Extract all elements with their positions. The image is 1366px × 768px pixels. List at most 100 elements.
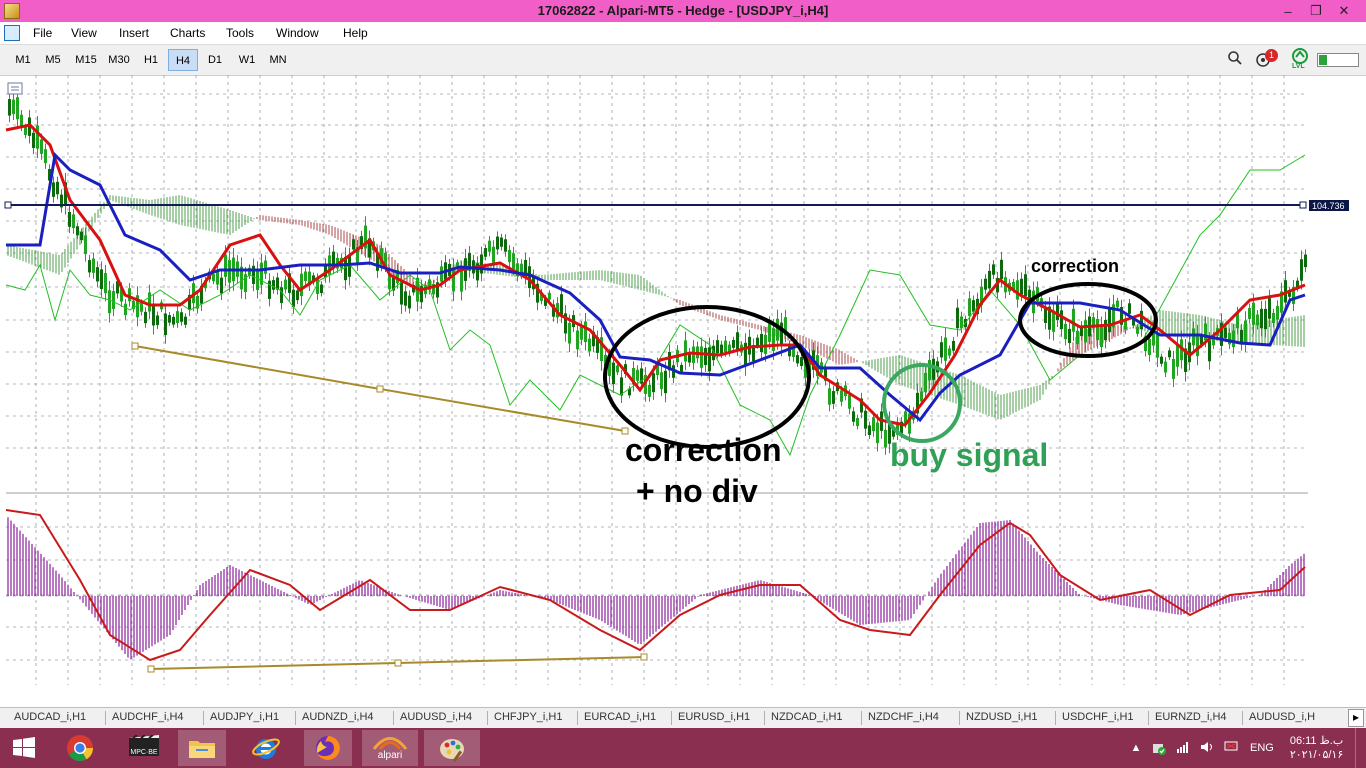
menu-help[interactable]: Help [343, 26, 368, 40]
timeframe-w1[interactable]: W1 [238, 54, 256, 66]
candle-body [580, 326, 583, 340]
timeframe-m30[interactable]: M30 [108, 54, 130, 66]
candle-body [504, 239, 507, 252]
candle-body [988, 270, 991, 289]
candle-body [516, 263, 519, 277]
candle-body [768, 323, 771, 342]
timeframe-h4[interactable]: H4 [168, 49, 198, 71]
candle-body [916, 392, 919, 414]
candle-body [108, 290, 111, 314]
candle-body [496, 236, 499, 250]
symbol-tab[interactable]: AUDNZD_i,H4 [302, 711, 374, 723]
candle-body [600, 337, 603, 361]
timeframe-m5[interactable]: M5 [45, 54, 61, 66]
timeframe-d1[interactable]: D1 [207, 54, 223, 66]
symbol-tab[interactable]: CHFJPY_i,H1 [494, 711, 563, 723]
symbol-tab[interactable]: AUDUSD_i,H4 [400, 711, 473, 723]
app-icon[interactable] [4, 3, 20, 19]
symbol-tab[interactable]: NZDUSD_i,H1 [966, 711, 1038, 723]
close-button[interactable]: ✕ [1338, 3, 1350, 18]
candle-body [104, 273, 107, 294]
candle-body [8, 99, 11, 116]
candle-body [1172, 358, 1175, 379]
show-hidden-icons-icon[interactable]: ▲ [1130, 742, 1142, 754]
candle-body [500, 237, 503, 247]
menu-file[interactable]: File [33, 26, 53, 40]
candle-body [1244, 320, 1247, 344]
kijun-sen-line [6, 151, 1306, 423]
candle-body [1056, 302, 1059, 320]
candle-body [928, 360, 931, 381]
timeframe-m15[interactable]: M15 [75, 54, 97, 66]
candle-body [76, 226, 79, 236]
candle-body [140, 302, 143, 312]
minimize-button[interactable]: – [1284, 3, 1292, 19]
price-chart[interactable]: 104.736 correction correction + no div b… [0, 75, 1366, 707]
candle-body [276, 277, 279, 290]
notifications-icon[interactable]: 1 [1255, 49, 1281, 68]
display-icon[interactable] [1224, 741, 1238, 756]
tab-separator [1148, 711, 1149, 725]
file-explorer-icon[interactable] [178, 730, 226, 766]
window-title: 17062822 - Alpari-MT5 - Hedge - [USDJPY_… [537, 3, 829, 18]
candle-body [48, 169, 51, 181]
signal-level-icon[interactable]: LVL [1290, 48, 1312, 72]
candle-body [296, 290, 299, 301]
chart-window-icon[interactable] [4, 25, 20, 41]
candle-body [300, 273, 303, 297]
menu-insert[interactable]: Insert [119, 26, 150, 40]
mpc-be-icon[interactable]: MPC·BE [122, 730, 166, 766]
menu-charts[interactable]: Charts [170, 26, 206, 40]
symbol-tab[interactable]: NZDCAD_i,H1 [771, 711, 843, 723]
candle-body [264, 260, 267, 274]
symbol-tab[interactable]: AUDUSD_i,H [1249, 711, 1316, 723]
candle-body [1020, 278, 1023, 295]
paint-icon[interactable] [424, 730, 480, 766]
volume-icon[interactable] [1200, 741, 1214, 756]
candle-body [112, 291, 115, 309]
candle-body [272, 280, 275, 290]
candle-body [568, 322, 571, 344]
clock-date[interactable]: ۲۰۲۱/۰۵/۱۶ [1289, 749, 1344, 761]
menu-window[interactable]: Window [276, 26, 319, 40]
security-icon[interactable] [1152, 741, 1166, 755]
candle-body [252, 265, 255, 284]
candle-body [1152, 328, 1155, 346]
candle-body [1060, 310, 1063, 330]
timeframe-h1[interactable]: H1 [143, 54, 159, 66]
candle-body [904, 411, 907, 424]
language-indicator[interactable]: ENG [1250, 742, 1274, 754]
search-icon[interactable] [1227, 50, 1243, 69]
ie-icon[interactable] [244, 730, 288, 766]
candle-body [780, 322, 783, 347]
candle-body [668, 351, 671, 371]
menu-tools[interactable]: Tools [226, 26, 255, 40]
annotation-no-div: + no div [636, 473, 758, 509]
candle-body [1068, 328, 1071, 344]
timeframe-m1[interactable]: M1 [15, 54, 31, 66]
candle-body [1108, 308, 1111, 333]
clock-time[interactable]: 06:11 ب.ظ [1289, 735, 1344, 747]
symbol-tab[interactable]: AUDCAD_i,H1 [14, 711, 87, 723]
restore-button[interactable]: ❐ [1310, 3, 1322, 18]
firefox-icon[interactable] [304, 730, 352, 766]
alpari-icon[interactable]: alpari [362, 730, 418, 766]
symbol-tab[interactable]: EURCAD_i,H1 [584, 711, 657, 723]
network-icon[interactable] [1176, 741, 1190, 756]
menu-view[interactable]: View [71, 26, 97, 40]
action-center-icon[interactable] [1355, 728, 1366, 768]
start-icon[interactable] [2, 730, 46, 766]
tabs-scroll-right-icon[interactable]: ▸ [1348, 709, 1364, 727]
symbol-tab[interactable]: AUDCHF_i,H4 [112, 711, 184, 723]
candle-body [1052, 310, 1055, 332]
candle-body [56, 181, 59, 195]
timeframe-mn[interactable]: MN [269, 54, 287, 66]
symbol-tab[interactable]: EURUSD_i,H1 [678, 711, 751, 723]
symbol-tab[interactable]: NZDCHF_i,H4 [868, 711, 939, 723]
symbol-tab[interactable]: AUDJPY_i,H1 [210, 711, 280, 723]
chrome-icon[interactable] [58, 730, 102, 766]
symbol-tab[interactable]: USDCHF_i,H1 [1062, 711, 1134, 723]
candle-body [840, 390, 843, 402]
candle-body [864, 410, 867, 429]
symbol-tab[interactable]: EURNZD_i,H4 [1155, 711, 1227, 723]
